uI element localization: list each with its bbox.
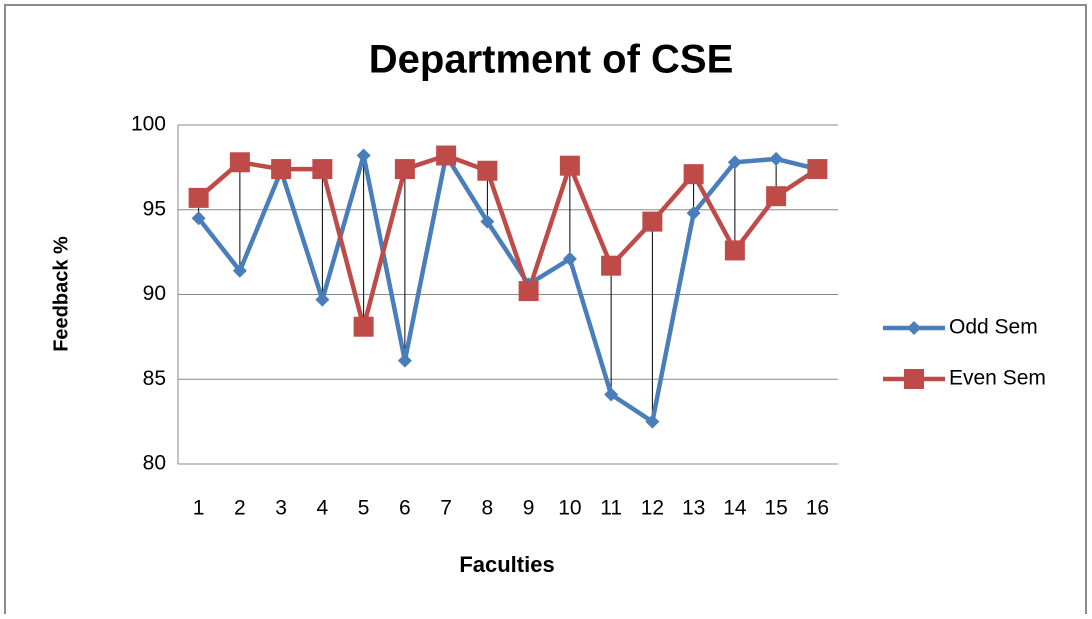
marker [353,316,374,337]
x-tick-label: 10 [558,497,581,520]
marker [191,211,206,226]
chart-title: Department of CSE [369,38,734,82]
marker [727,155,742,170]
marker [356,148,371,163]
x-tick-label: 12 [641,497,664,520]
y-tick-label: 95 [143,197,166,220]
marker [229,152,250,173]
series-line [197,153,819,336]
x-tick-label: 3 [275,497,287,520]
x-axis-label: Faculties [459,552,554,577]
legend-label: Odd Sem [949,316,1038,339]
x-tick-label: 8 [482,497,494,520]
marker [559,155,580,176]
marker [683,164,704,185]
y-tick-label: 100 [131,113,166,136]
marker [436,145,457,166]
marker [394,159,415,180]
marker [188,187,209,208]
marker [766,186,787,207]
x-tick-label: 13 [682,497,705,520]
marker [686,206,701,221]
marker [769,151,784,166]
chart-border [4,4,1087,619]
x-tick-label: 1 [193,497,205,520]
x-tick-label: 4 [317,497,329,520]
marker [232,263,247,278]
x-tick-label: 9 [523,497,535,520]
marker [315,292,330,307]
series-line [196,149,818,426]
marker [604,387,619,402]
marker [312,159,333,180]
y-axis-label: Feedback % [50,236,72,352]
marker [807,159,828,180]
x-tick-label: 5 [358,497,370,520]
marker [480,214,495,229]
legend-marker [904,369,924,389]
x-tick-label: 14 [723,497,747,520]
marker [645,414,660,429]
marker [271,159,292,180]
y-tick-label: 85 [143,367,166,390]
x-tick-label: 11 [600,497,622,520]
x-tick-label: 2 [234,497,246,520]
x-tick-label: 16 [806,497,829,520]
legend-label: Even Sem [949,367,1046,390]
x-tick-label: 7 [440,497,452,520]
marker [642,211,663,232]
y-tick-label: 80 [143,452,166,475]
y-tick-label: 90 [143,282,166,305]
marker [601,255,622,276]
marker [397,353,412,368]
marker [477,160,498,181]
marker [724,240,745,261]
x-tick-label: 6 [399,497,411,520]
x-tick-label: 15 [764,497,787,520]
legend-marker [907,321,921,335]
marker [562,251,577,266]
marker [518,281,539,302]
